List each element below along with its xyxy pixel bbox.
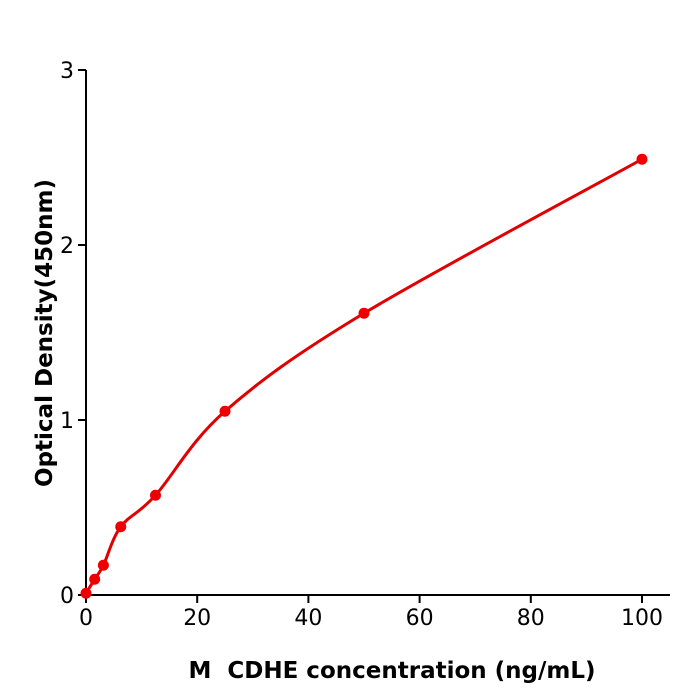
fit-curve	[84, 157, 643, 595]
x-tick-label: 40	[294, 606, 322, 631]
y-tick-label: 3	[60, 59, 74, 84]
data-point	[97, 559, 109, 571]
data-point	[115, 521, 127, 533]
data-point	[636, 153, 648, 165]
data-point	[219, 405, 231, 417]
data-point	[89, 573, 101, 585]
x-tick-label: 0	[79, 606, 93, 631]
data-point	[358, 307, 370, 319]
y-tick-label: 1	[60, 409, 74, 434]
x-tick-label: 60	[406, 606, 434, 631]
y-tick-label: 0	[60, 584, 74, 609]
x-tick-label: 20	[183, 606, 211, 631]
x-tick-label: 100	[621, 606, 663, 631]
y-axis-label: Optical Density(450nm)	[32, 179, 58, 487]
x-tick-label: 80	[517, 606, 545, 631]
x-axis-label: M CDHE concentration (ng/mL)	[188, 658, 595, 684]
data-point	[150, 489, 161, 501]
y-tick-label: 2	[60, 234, 74, 259]
data-point	[80, 587, 92, 599]
